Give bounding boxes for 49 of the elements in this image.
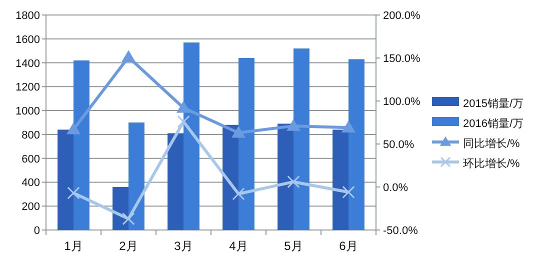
y-tick-label: 1000: [16, 106, 40, 118]
y-tick-label: 400: [22, 177, 40, 190]
x-tick-label: 5月: [284, 239, 303, 253]
point: [66, 122, 80, 134]
y2-tick-label: -50.0%: [383, 225, 418, 237]
x-tick-label: 1月: [64, 239, 83, 253]
y-tick-label: 1200: [16, 82, 40, 94]
bar: [348, 59, 364, 230]
legend-label: 2016销量/万: [463, 118, 524, 130]
legend-label: 2015销量/万: [463, 98, 524, 110]
point: [177, 115, 190, 128]
bar: [294, 48, 310, 230]
y2-tick-label: 100.0%: [383, 96, 421, 108]
bar: [278, 124, 294, 230]
y-tick-label: 1600: [16, 34, 40, 46]
legend-label: 环比增长/%: [463, 157, 520, 170]
bar: [184, 42, 200, 230]
legend-label: 同比增长/%: [463, 137, 520, 150]
x-tick-label: 3月: [174, 239, 193, 253]
bar: [128, 122, 144, 230]
point: [232, 188, 245, 200]
point: [67, 186, 80, 200]
point: [342, 186, 355, 199]
point: [232, 126, 246, 138]
point: [122, 50, 136, 62]
point: [287, 175, 300, 188]
y-tick-label: 1800: [16, 10, 40, 22]
bar: [332, 130, 348, 230]
x-tick-label: 4月: [229, 239, 248, 253]
y-tick-label: 600: [22, 153, 40, 166]
bar: [168, 133, 184, 230]
bar: [112, 187, 128, 230]
y2-tick-label: 50.0%: [383, 139, 414, 151]
y-tick-label: 200: [22, 201, 40, 214]
y-tick-label: 0: [34, 225, 40, 237]
point: [286, 118, 300, 131]
point: [122, 212, 135, 226]
x-tick-label: 2月: [119, 239, 138, 253]
y-tick-label: 800: [22, 129, 40, 142]
bar: [74, 60, 90, 230]
x-tick-label: 6月: [339, 239, 358, 253]
point: [342, 120, 356, 133]
y2-tick-label: 0.0%: [383, 182, 408, 194]
y-tick-label: 1400: [16, 58, 40, 70]
bar: [58, 130, 74, 230]
bar: [238, 58, 254, 230]
y2-tick-label: 200.0%: [383, 10, 421, 22]
y2-tick-label: 150.0%: [383, 53, 421, 65]
point: [176, 100, 190, 113]
